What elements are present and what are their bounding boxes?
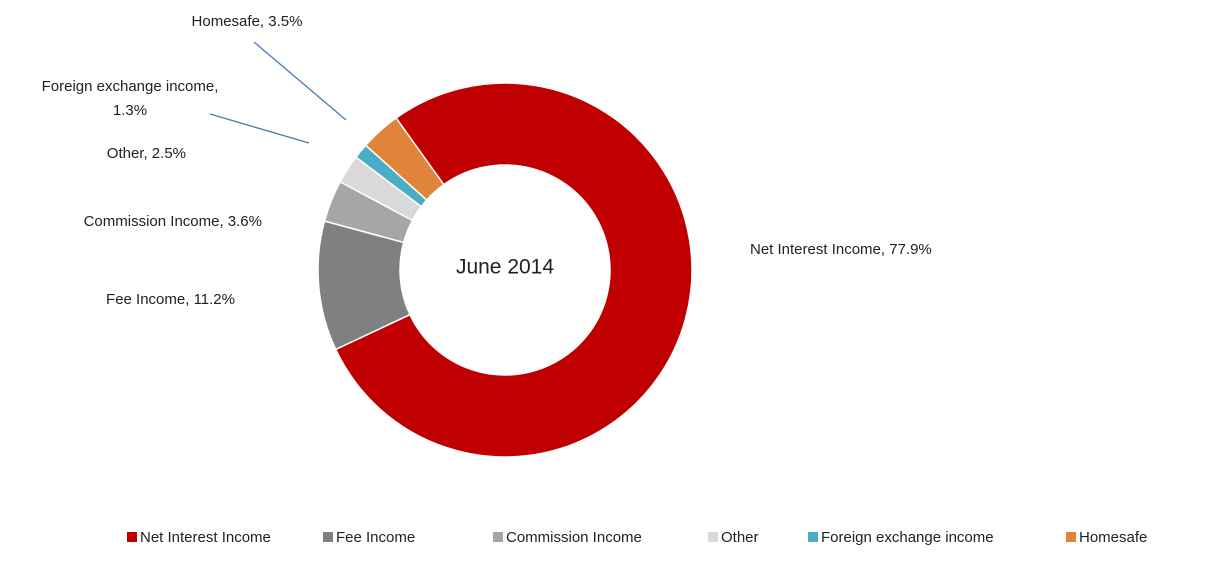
legend-swatch [1066,532,1076,542]
legend-label: Homesafe [1079,529,1147,546]
legend-swatch [127,532,137,542]
leader-line [209,113,310,144]
legend-swatch [708,532,718,542]
legend-label: Commission Income [506,529,642,546]
legend-label: Net Interest Income [140,529,271,546]
data-label: Other, 2.5% [107,145,186,162]
legend-swatch [493,532,503,542]
legend-swatch [323,532,333,542]
legend-label: Other [721,529,759,546]
leader-line [253,41,347,121]
center-label: June 2014 [456,256,554,279]
donut-segment [323,180,414,244]
data-label-line: Foreign exchange income, [42,78,219,95]
data-label: Fee Income, 11.2% [106,291,235,308]
donut-segment [334,82,693,458]
legend-label: Fee Income [336,529,415,546]
donut-segment [317,220,411,351]
legend-swatch [808,532,818,542]
data-label-line: 1.3% [113,102,147,119]
donut-segment [339,156,423,222]
data-label: Foreign exchange income, 1.3% [42,78,219,119]
data-label: Homesafe, 3.5% [192,13,303,30]
legend-label: Foreign exchange income [821,529,994,546]
data-label: Net Interest Income, 77.9% [750,241,932,258]
data-label: Commission Income, 3.6% [84,213,262,230]
